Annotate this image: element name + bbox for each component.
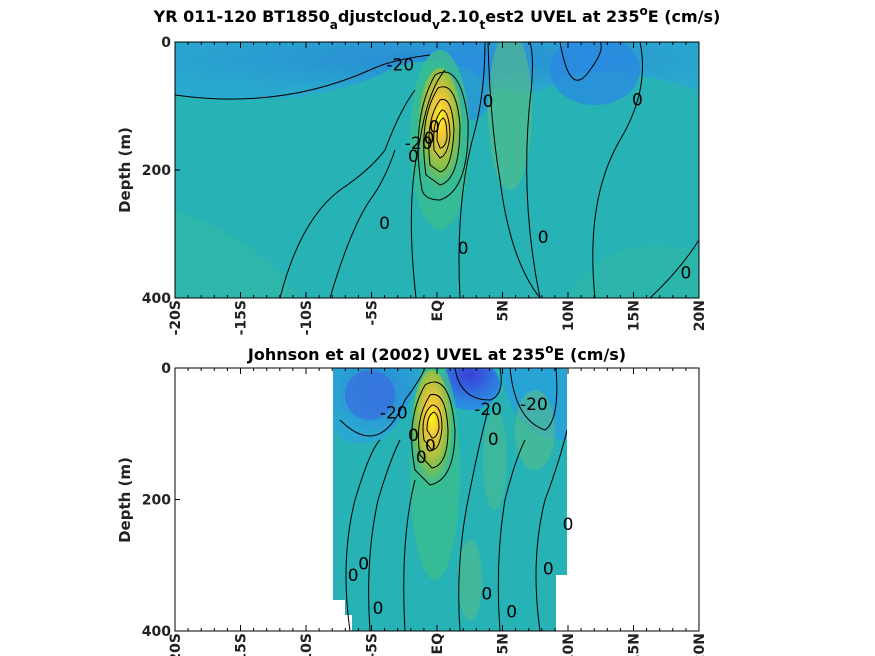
panel-top: YR 011-120 BT1850adjustcloudv2.10test2 U… xyxy=(116,4,720,335)
y-tick-label: 200 xyxy=(142,493,171,509)
contour-lines-top xyxy=(175,42,699,298)
contour-label: -20 xyxy=(520,395,548,415)
contour-label: 0 xyxy=(488,430,499,450)
x-tick-label: -10S xyxy=(299,300,315,335)
x-minor-ticks-top xyxy=(174,42,700,298)
x-tick-label: 5N xyxy=(496,633,512,654)
y-tick-label: 400 xyxy=(142,624,171,640)
x-tick-labels-top: -20S -15S -10S -5S EQ 5N 10N 15N 20N xyxy=(168,300,708,335)
contour-label: 0 xyxy=(425,437,436,457)
contour-label: -20 xyxy=(474,400,502,420)
chart-title-bottom: Johnson et al (2002) UVEL at 235oE (cm/s… xyxy=(247,342,626,364)
x-tick-label: -20S xyxy=(168,633,184,656)
x-tick-label: 20N xyxy=(692,633,708,656)
x-tick-label: EQ xyxy=(430,300,446,322)
x-tick-label: 15N xyxy=(627,300,643,331)
x-tick-label: -20S xyxy=(168,300,184,335)
contour-label: 0 xyxy=(408,147,419,167)
x-tick-label: -5S xyxy=(365,633,381,656)
chart-title-top: YR 011-120 BT1850adjustcloudv2.10test2 U… xyxy=(153,4,721,32)
contour-label: 0 xyxy=(416,448,427,468)
y-tick-label: 200 xyxy=(142,163,171,179)
x-tick-label: -10S xyxy=(299,633,315,656)
contour-label: 0 xyxy=(348,566,359,586)
panel-bottom: Johnson et al (2002) UVEL at 235oE (cm/s… xyxy=(116,342,708,656)
y-tick-label: 400 xyxy=(142,291,171,307)
y-tick-label: 0 xyxy=(161,35,171,51)
x-minor-ticks-bottom xyxy=(174,368,700,631)
no-data-mask-right xyxy=(556,575,567,631)
y-axis-label-bottom: Depth (m) xyxy=(116,457,134,543)
x-tick-label: 15N xyxy=(627,633,643,656)
x-tick-label: 5N xyxy=(496,300,512,321)
contour-label: 0 xyxy=(543,560,554,580)
contour-label: 0 xyxy=(373,599,384,619)
heatmap-field-top xyxy=(175,42,699,298)
x-tick-labels-bottom: -20S -15S -10S -5S EQ 5N 10N 15N 20N xyxy=(168,633,708,656)
contour-label: 0 xyxy=(483,92,494,112)
y-axis-label-top: Depth (m) xyxy=(116,127,134,213)
x-tick-label: 20N xyxy=(692,300,708,331)
contour-label: 0 xyxy=(358,554,369,574)
contour-label: 0 xyxy=(408,426,419,446)
y-tick-label: 0 xyxy=(161,361,171,377)
contour-label: 0 xyxy=(429,117,440,137)
contour-label: 0 xyxy=(458,239,469,259)
x-tick-label: 10N xyxy=(561,633,577,656)
contour-label: 0 xyxy=(632,91,643,111)
x-tick-label: -15S xyxy=(234,633,250,656)
contour-label: 0 xyxy=(424,129,435,149)
contour-label: 0 xyxy=(563,515,574,535)
contour-label: 0 xyxy=(680,263,691,283)
contour-label: 0 xyxy=(379,214,390,234)
x-tick-label: -5S xyxy=(365,300,381,326)
contour-label: 0 xyxy=(538,228,549,248)
contour-label: -20 xyxy=(380,404,408,424)
contour-label: 0 xyxy=(481,585,492,605)
contour-lines-bottom xyxy=(339,368,567,631)
x-tick-label: EQ xyxy=(430,633,446,655)
y-tick-labels-bottom: 0 200 400 xyxy=(142,361,180,640)
contour-label: -20 xyxy=(405,134,433,154)
y-tick-labels-top: 0 200 400 xyxy=(142,35,180,307)
x-tick-label: 10N xyxy=(561,300,577,331)
no-data-mask-left xyxy=(333,600,352,631)
x-tick-label: -15S xyxy=(234,300,250,335)
contour-label: -20 xyxy=(386,55,414,75)
contour-label: 0 xyxy=(506,602,517,622)
